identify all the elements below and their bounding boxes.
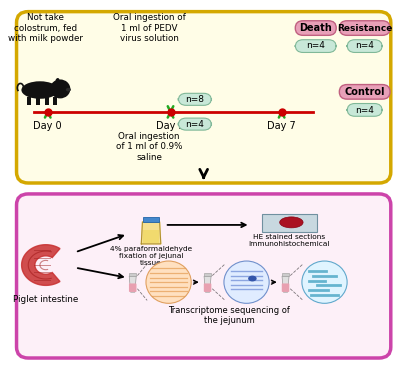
Text: Piglet intestine: Piglet intestine xyxy=(13,295,78,304)
Polygon shape xyxy=(141,222,161,244)
Bar xyxy=(27,97,31,105)
Text: Not take
colostrum, fed
with milk powder: Not take colostrum, fed with milk powder xyxy=(8,14,83,43)
Circle shape xyxy=(302,261,347,303)
Bar xyxy=(143,231,159,243)
FancyBboxPatch shape xyxy=(347,40,382,52)
Text: n=4: n=4 xyxy=(306,41,325,51)
Text: HE stained sections
Immunohistochemical: HE stained sections Immunohistochemical xyxy=(249,234,330,247)
Ellipse shape xyxy=(22,81,58,99)
FancyBboxPatch shape xyxy=(347,104,382,116)
Text: n=8: n=8 xyxy=(185,95,204,104)
Text: Oral ingestion of
1 ml of PEDV
virus solution: Oral ingestion of 1 ml of PEDV virus sol… xyxy=(113,14,186,43)
Text: Day 0: Day 0 xyxy=(34,121,62,131)
Text: Transcriptome sequencing of
the jejunum: Transcriptome sequencing of the jejunum xyxy=(168,306,290,325)
FancyBboxPatch shape xyxy=(282,283,289,292)
FancyBboxPatch shape xyxy=(339,85,390,99)
Bar xyxy=(282,273,289,276)
Bar xyxy=(143,217,159,222)
Circle shape xyxy=(146,261,191,303)
Bar xyxy=(53,97,57,105)
Text: n=4: n=4 xyxy=(355,105,374,115)
Bar xyxy=(45,97,49,105)
Text: 4% paraformaldehyde
fixation of jejunal
tissue: 4% paraformaldehyde fixation of jejunal … xyxy=(110,246,192,266)
Bar xyxy=(129,273,136,276)
Text: n=4: n=4 xyxy=(185,120,204,129)
FancyBboxPatch shape xyxy=(178,118,212,130)
FancyBboxPatch shape xyxy=(204,283,211,292)
Ellipse shape xyxy=(248,276,257,281)
Text: Day 3: Day 3 xyxy=(156,121,185,131)
Text: Control: Control xyxy=(344,87,385,97)
FancyBboxPatch shape xyxy=(339,21,390,36)
Bar xyxy=(36,97,40,105)
Ellipse shape xyxy=(66,88,71,92)
Circle shape xyxy=(224,261,269,303)
Bar xyxy=(204,273,211,276)
FancyBboxPatch shape xyxy=(16,12,391,183)
FancyBboxPatch shape xyxy=(295,40,336,52)
Bar xyxy=(262,214,317,232)
Text: Day 7: Day 7 xyxy=(267,121,296,131)
FancyBboxPatch shape xyxy=(295,21,336,36)
Ellipse shape xyxy=(56,78,60,83)
Polygon shape xyxy=(129,276,136,292)
Polygon shape xyxy=(282,276,289,292)
FancyBboxPatch shape xyxy=(129,283,136,292)
Text: Resistance: Resistance xyxy=(337,23,392,33)
Ellipse shape xyxy=(280,217,303,228)
Polygon shape xyxy=(204,276,211,292)
Text: Oral ingestion
of 1 ml of 0.9%
saline: Oral ingestion of 1 ml of 0.9% saline xyxy=(116,132,182,162)
Text: n=4: n=4 xyxy=(355,41,374,51)
Circle shape xyxy=(50,79,70,98)
Polygon shape xyxy=(22,245,60,285)
FancyBboxPatch shape xyxy=(178,93,212,105)
Text: Death: Death xyxy=(299,23,332,33)
FancyBboxPatch shape xyxy=(16,194,391,358)
